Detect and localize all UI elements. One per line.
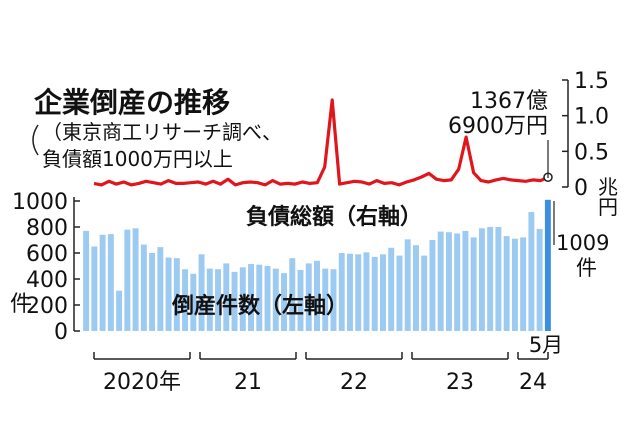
bar [355, 254, 362, 331]
debt-line [93, 98, 549, 187]
count-series-label: 倒産件数（左軸） [171, 293, 348, 319]
bar [305, 263, 312, 331]
bar [264, 266, 271, 331]
bar [520, 237, 527, 331]
bar [338, 253, 345, 331]
bar [198, 254, 205, 331]
watermark: JIJI PRESS [278, 225, 351, 238]
latest-count-label: 1009 [556, 231, 609, 255]
bar [140, 244, 147, 331]
bar [314, 260, 320, 331]
bar [107, 234, 114, 331]
bar [536, 228, 543, 331]
bar [470, 237, 477, 331]
bar [281, 273, 287, 331]
bar [248, 264, 255, 331]
left-tick-label: 800 [26, 216, 68, 241]
bar [528, 212, 535, 331]
bar [223, 263, 230, 331]
right-axis-unit: 兆 [598, 175, 618, 199]
bar [454, 233, 461, 331]
bar [429, 240, 436, 331]
bar [289, 258, 296, 331]
bar [272, 268, 279, 331]
bar [165, 257, 172, 331]
latest-debt-label: 1367億 [470, 89, 548, 114]
bar [206, 268, 213, 331]
bar [124, 229, 131, 331]
bar [157, 247, 164, 331]
bar [511, 238, 518, 331]
bar [404, 239, 411, 331]
latest-count-label: 件 [576, 256, 597, 280]
bar [347, 253, 353, 331]
bar [487, 227, 494, 331]
source-bracket [32, 124, 39, 156]
debt-series-label: 負債総額（右軸） [246, 204, 422, 230]
bar [363, 252, 370, 331]
bar [544, 199, 551, 331]
bar [503, 236, 510, 331]
left-tick-label: 400 [26, 268, 68, 293]
bar [149, 253, 156, 331]
source-note: 負債額1000万円以上 [42, 147, 233, 171]
bar [231, 271, 238, 331]
axes [32, 79, 569, 360]
x-year-label: 22 [340, 370, 368, 395]
bar [478, 228, 485, 331]
bar [437, 231, 444, 331]
bar [173, 258, 180, 331]
bar [190, 273, 197, 331]
right-tick-label: 0 [574, 176, 588, 201]
x-year-label: 2020年 [103, 370, 181, 395]
right-tick-label: 1.0 [574, 105, 609, 130]
bar [239, 267, 246, 331]
bar [412, 245, 419, 331]
bar [116, 290, 123, 331]
bar [215, 269, 222, 331]
chart-title: 企業倒産の推移 [34, 86, 230, 119]
bar [495, 227, 502, 331]
latest-debt-label: 6900万円 [448, 114, 548, 139]
bar [91, 246, 98, 331]
bar [388, 247, 395, 331]
right-tick-label: 0.5 [574, 140, 609, 165]
left-axis-unit: 件 [10, 292, 32, 317]
bar [256, 264, 263, 331]
bar [379, 254, 386, 331]
right-axis-unit: 円 [598, 195, 618, 219]
bar-series [83, 199, 551, 331]
bar [297, 269, 304, 331]
x-year-label: 21 [234, 370, 262, 395]
bar [182, 269, 189, 331]
left-tick-label: 1000 [12, 190, 68, 215]
bar [330, 269, 337, 331]
source-note: （東京商工リサーチ調べ、 [42, 120, 282, 144]
bar [83, 230, 90, 331]
x-year-label: 23 [446, 370, 474, 395]
x-year-label: 24 [519, 370, 547, 395]
bar [445, 232, 452, 331]
bar [132, 228, 139, 331]
bar [421, 255, 428, 331]
left-tick-label-zero: 0 [54, 320, 68, 345]
bar [462, 230, 469, 331]
x-end-label: 5月 [529, 333, 563, 357]
left-tick-label: 200 [26, 294, 68, 319]
bar [99, 234, 106, 331]
bar [371, 256, 378, 331]
left-tick-label: 600 [26, 242, 68, 267]
bar [322, 268, 329, 331]
right-tick-label: 1.5 [574, 69, 609, 94]
bar [396, 255, 403, 331]
